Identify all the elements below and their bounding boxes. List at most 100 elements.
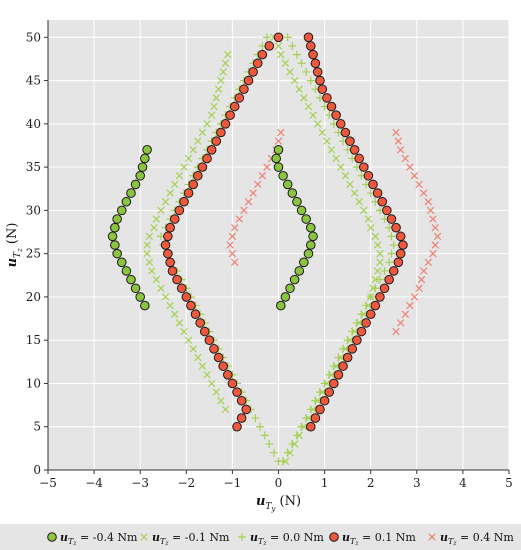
x-tick-label: 0 <box>275 476 283 490</box>
data-point <box>112 248 122 259</box>
data-point <box>299 257 309 268</box>
data-point <box>248 67 258 77</box>
data-point <box>166 189 174 197</box>
data-point <box>396 146 405 154</box>
data-point <box>204 335 215 345</box>
data-point <box>276 300 286 311</box>
data-point <box>392 327 400 336</box>
data-point <box>368 179 378 190</box>
data-point <box>312 67 323 77</box>
data-point <box>366 292 375 301</box>
data-point <box>230 258 239 267</box>
data-point <box>263 163 271 171</box>
data-point <box>116 257 127 268</box>
data-point <box>301 214 311 224</box>
data-point <box>332 154 340 163</box>
data-point <box>325 370 334 379</box>
data-point <box>203 120 211 128</box>
legend-item: uTz = -0.4 Nm <box>47 531 138 547</box>
data-point <box>283 33 292 42</box>
data-point <box>288 440 297 449</box>
data-point <box>311 396 320 405</box>
data-point <box>342 352 353 363</box>
data-point <box>370 300 381 311</box>
data-point <box>180 163 188 171</box>
data-point <box>228 249 237 258</box>
x-tick-label: −3 <box>131 476 149 490</box>
data-point <box>225 110 235 120</box>
legend-label: uTz = 0.1 Nm <box>342 531 416 547</box>
data-point <box>433 232 442 241</box>
data-point <box>249 189 257 197</box>
data-point <box>401 154 409 163</box>
data-point <box>388 266 399 276</box>
data-point <box>387 232 396 241</box>
data-point <box>341 172 350 180</box>
data-point <box>203 371 211 379</box>
y-tick-label: 50 <box>26 30 41 44</box>
data-point <box>107 231 118 242</box>
data-point <box>302 414 311 423</box>
data-point <box>352 335 362 345</box>
data-point <box>320 379 329 388</box>
data-point <box>262 33 271 42</box>
data-point <box>343 336 352 345</box>
data-point <box>174 205 185 216</box>
data-point <box>297 422 306 431</box>
data-point <box>306 405 315 414</box>
data-point <box>385 258 394 267</box>
data-point <box>280 292 291 302</box>
data-point <box>406 163 414 171</box>
data-marks <box>107 32 442 466</box>
data-point <box>218 361 228 371</box>
data-point <box>361 318 371 328</box>
data-point <box>140 300 150 311</box>
data-point <box>130 179 141 190</box>
data-point <box>429 249 437 258</box>
y-tick-label: 0 <box>33 463 41 477</box>
data-point <box>228 232 237 241</box>
data-point <box>179 196 189 207</box>
data-point <box>395 231 406 242</box>
data-point <box>305 240 316 250</box>
y-tick-label: 40 <box>26 117 41 131</box>
legend: uTz = -0.4 Nm uTz = -0.1 Nm uTz = 0.0 Nm uT… <box>0 524 521 550</box>
data-point <box>216 127 226 138</box>
data-point <box>389 241 398 249</box>
data-point <box>143 241 151 249</box>
data-point <box>135 292 145 302</box>
data-point <box>419 267 428 275</box>
data-point <box>329 362 338 371</box>
data-point <box>184 154 193 163</box>
data-point <box>300 94 308 102</box>
data-point <box>217 76 225 85</box>
data-point <box>372 188 383 198</box>
data-point <box>335 119 346 129</box>
data-point <box>287 188 298 198</box>
data-point <box>172 274 182 285</box>
data-point <box>271 153 281 164</box>
data-point <box>348 327 357 336</box>
data-point <box>184 336 193 344</box>
data-point <box>232 387 242 397</box>
data-point <box>232 421 242 432</box>
data-point <box>273 32 284 43</box>
data-point <box>186 300 196 311</box>
data-point <box>329 378 339 389</box>
data-point <box>424 258 433 267</box>
data-point <box>306 76 315 85</box>
x-tick-label: 5 <box>505 476 513 490</box>
series-0 <box>107 145 318 311</box>
data-point <box>354 153 364 164</box>
data-point <box>202 153 212 164</box>
x-tick-label: 2 <box>367 476 375 490</box>
x-tick-label: −5 <box>39 476 57 490</box>
data-point <box>161 293 170 301</box>
data-point <box>198 128 207 137</box>
data-point <box>145 258 154 267</box>
data-point <box>160 240 171 250</box>
data-point <box>339 344 348 353</box>
data-point <box>371 284 380 293</box>
data-point <box>376 249 384 258</box>
